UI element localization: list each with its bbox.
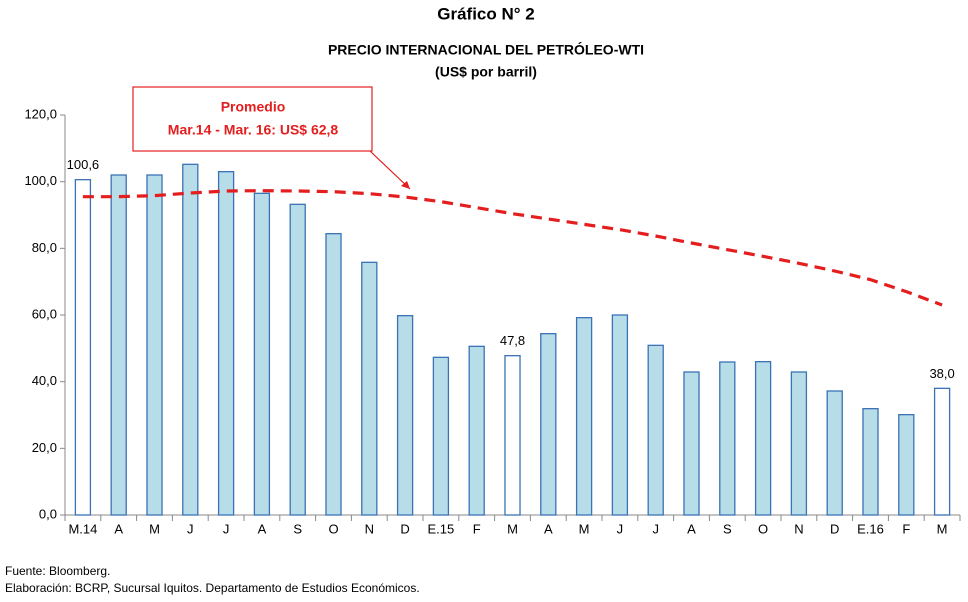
data-label: 38,0: [929, 366, 954, 381]
bar: [754, 361, 772, 516]
bar: [933, 387, 951, 516]
x-tick-label: E.16: [857, 521, 884, 536]
chart-title: Gráfico N° 2: [437, 4, 535, 23]
x-tick-label: N: [365, 521, 374, 536]
chart-subtitle: (US$ por barril): [435, 64, 537, 80]
x-tick-label: M: [507, 521, 518, 536]
bar: [146, 174, 163, 516]
annotation-box: [132, 86, 373, 152]
bar: [217, 171, 235, 516]
bar: [575, 317, 593, 516]
data-label: 100,6: [67, 157, 100, 172]
x-tick-label: E.15: [428, 521, 455, 536]
x-tick-label: M.14: [68, 521, 97, 536]
bar: [182, 163, 199, 516]
bar: [647, 344, 664, 516]
x-tick-label: F: [902, 521, 910, 536]
x-tick-label: S: [293, 521, 302, 536]
x-tick-label: F: [473, 521, 481, 536]
bar: [540, 333, 557, 516]
bar: [396, 315, 414, 516]
annotation: Mar.14 - Mar. 16: US$ 62,8: [168, 122, 339, 138]
data-label: 47,8: [500, 333, 525, 348]
y-tick-label: 0,0: [39, 506, 57, 521]
bar: [504, 355, 521, 516]
annotation-arrow: [369, 150, 411, 190]
bar: [898, 414, 915, 516]
y-tick-label: 120,0: [24, 106, 57, 121]
y-tick-label: 40,0: [32, 373, 57, 388]
bar: [110, 174, 127, 516]
bar: [361, 261, 378, 516]
chart-subtitle: PRECIO INTERNACIONAL DEL PETRÓLEO-WTI: [328, 41, 644, 58]
bar: [862, 408, 879, 516]
y-tick-label: 80,0: [32, 240, 57, 255]
x-tick-label: D: [830, 521, 839, 536]
bar: [826, 390, 843, 516]
bar: [74, 179, 92, 516]
bar: [253, 192, 271, 516]
bar: [289, 203, 306, 516]
x-tick-label: N: [794, 521, 803, 536]
x-tick-label: A: [687, 521, 696, 536]
x-tick-label: M: [149, 521, 160, 536]
annotation-arrowhead: [401, 181, 410, 189]
bar: [611, 314, 629, 516]
x-tick-label: O: [758, 521, 768, 536]
bar: [432, 356, 450, 516]
footer: Fuente: Bloomberg.: [5, 564, 110, 578]
x-tick-label: M: [579, 521, 590, 536]
y-tick-label: 20,0: [32, 440, 57, 455]
x-tick-label: A: [544, 521, 553, 536]
x-tick-label: D: [400, 521, 409, 536]
x-tick-label: O: [328, 521, 338, 536]
bar: [790, 371, 808, 516]
x-tick-label: S: [723, 521, 732, 536]
x-tick-label: A: [258, 521, 267, 536]
footer: Elaboración: BCRP, Sucursal Iquitos. Dep…: [5, 581, 420, 595]
bar: [325, 233, 342, 516]
x-tick-label: J: [652, 521, 659, 536]
x-tick-label: J: [617, 521, 624, 536]
bar: [468, 345, 485, 516]
x-tick-label: M: [937, 521, 948, 536]
x-tick-label: A: [114, 521, 123, 536]
y-tick-label: 60,0: [32, 306, 57, 321]
bar: [719, 361, 736, 516]
average-line: [82, 189, 943, 307]
annotation: Promedio: [221, 99, 286, 115]
bar: [683, 371, 700, 516]
x-tick-label: J: [223, 521, 230, 536]
y-tick-label: 100,0: [24, 173, 57, 188]
x-tick-label: J: [187, 521, 194, 536]
